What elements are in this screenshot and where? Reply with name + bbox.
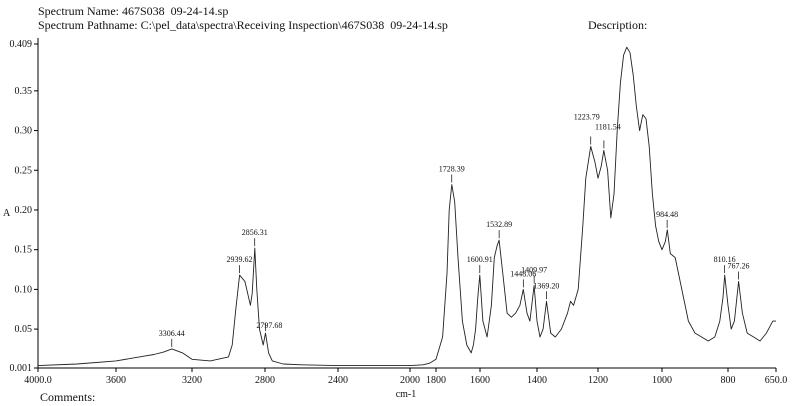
x-tick-label: 1000 xyxy=(652,375,672,386)
spectrum-pathname: Spectrum Pathname: C:\pel_data\spectra\R… xyxy=(38,18,448,32)
y-tick-label: 0.001 xyxy=(10,363,33,374)
y-tick-label: 0.25 xyxy=(15,165,33,176)
peak-label: 1181.54 xyxy=(595,122,621,131)
peak-label: 1728.39 xyxy=(439,165,465,174)
peak-label: 1600.91 xyxy=(467,255,493,264)
description-label: Description: xyxy=(588,18,648,32)
x-tick-label: 2000 xyxy=(400,375,420,386)
peak-label: 984.48 xyxy=(656,210,678,219)
x-tick-label: 1200 xyxy=(588,375,608,386)
y-tick-label: 0.20 xyxy=(15,205,33,216)
spectrum-line xyxy=(37,46,776,367)
spectrum-name: Spectrum Name: 467S038 09-24-14.sp xyxy=(38,4,229,18)
peak-label: 1409.97 xyxy=(521,265,547,274)
y-tick-label: 0.10 xyxy=(15,284,33,295)
x-tick-label: 2400 xyxy=(328,375,348,386)
y-tick-label: 0.409 xyxy=(10,39,33,50)
peak-label: 2939.62 xyxy=(227,255,253,264)
x-tick-label: 1600 xyxy=(470,375,490,386)
x-axis-label: cm-1 xyxy=(396,389,417,400)
peak-label: 1448.06 xyxy=(510,269,536,278)
x-tick-label: 1400 xyxy=(527,375,547,386)
comments-label: Comments: xyxy=(40,390,96,404)
y-tick-label: 0.15 xyxy=(15,245,33,256)
x-tick-label: 4000.0 xyxy=(24,375,52,386)
y-tick-label: 0.30 xyxy=(15,126,33,137)
peak-label: 810.16 xyxy=(714,255,736,264)
peak-label: 3306.44 xyxy=(159,329,185,338)
peak-label: 1223.79 xyxy=(574,112,600,121)
x-tick-label: 3200 xyxy=(182,375,202,386)
peak-labels: 3306.44 2939.62 2856.31 2797.68 1728.39 1600.… xyxy=(159,112,749,347)
x-tick-label: 1800 xyxy=(426,375,446,386)
y-axis-label: A xyxy=(3,208,11,219)
peak-label: 1369.20 xyxy=(533,281,559,290)
series-layer xyxy=(37,46,776,367)
peak-label: 767.26 xyxy=(727,261,749,270)
peak-label: 1532.89 xyxy=(486,220,512,229)
y-tick-label: 0.05 xyxy=(15,324,33,335)
axes: 0.001 0.05 0.10 0.15 0.20 0.25 0.30 0.35 0.409 40… xyxy=(10,38,788,386)
peak-label: 2856.31 xyxy=(242,228,268,237)
x-tick-label: 3600 xyxy=(106,375,126,386)
y-tick-label: 0.35 xyxy=(15,86,33,97)
x-tick-label: 2800 xyxy=(255,375,275,386)
x-tick-label: 800 xyxy=(721,375,736,386)
peak-label: 2797.68 xyxy=(256,321,282,330)
x-tick-label: 650.0 xyxy=(765,375,788,386)
